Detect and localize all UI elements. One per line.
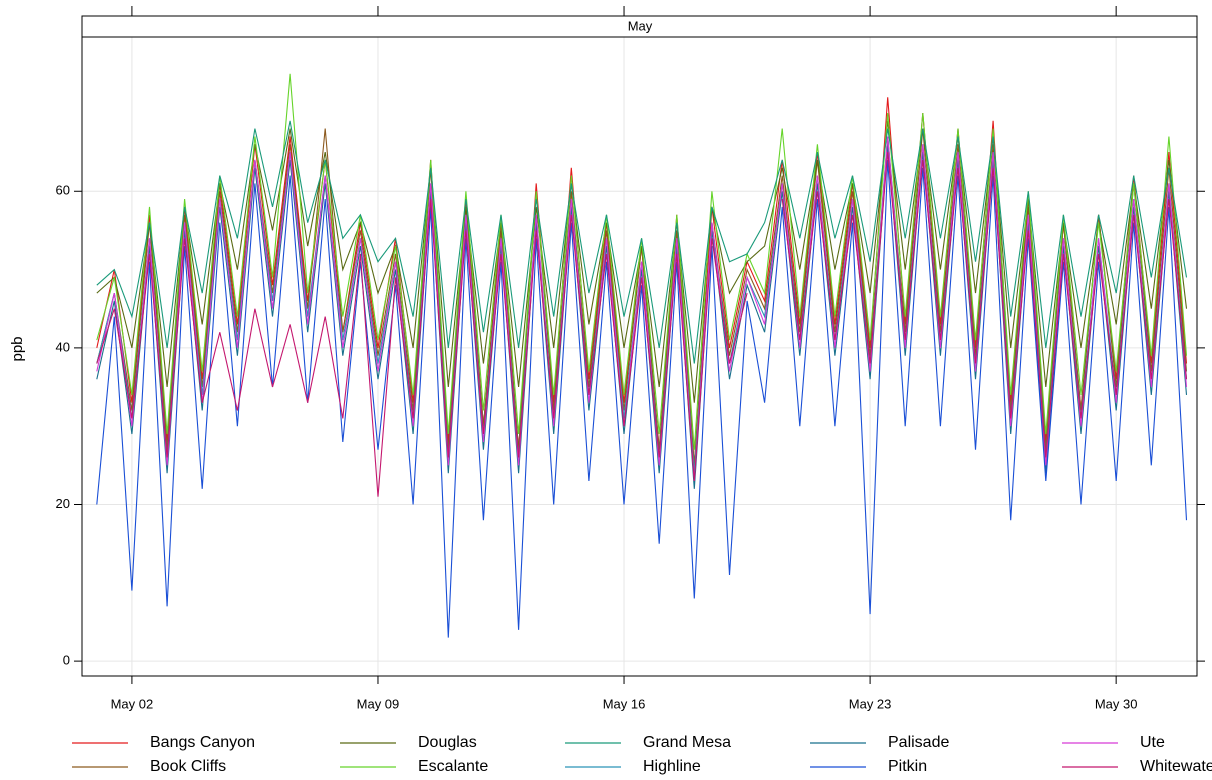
- series-lines: [96, 73, 1188, 638]
- plot-frame: [81, 36, 1198, 677]
- legend-label: Palisade: [888, 734, 949, 751]
- legend-label: Pitkin: [888, 758, 927, 775]
- series-line: [96, 159, 1188, 638]
- series-line: [96, 120, 1188, 403]
- legend-label: Highline: [643, 758, 701, 775]
- y-axis-label: ppb: [9, 336, 26, 361]
- series-line: [781, 152, 1188, 458]
- x-tick-label: May 30: [1095, 696, 1138, 711]
- series-line: [96, 120, 1188, 364]
- legend-label: Book Cliffs: [150, 758, 226, 775]
- legend-label: Bangs Canyon: [150, 734, 255, 751]
- x-tick-label: May 09: [357, 696, 400, 711]
- x-tick-label: May 02: [111, 696, 154, 711]
- y-tick-label: 60: [56, 183, 70, 198]
- legend-label: Escalante: [418, 758, 488, 775]
- strip-label: May: [628, 18, 653, 33]
- y-tick-label: 40: [56, 339, 70, 354]
- y-tick-label: 20: [56, 496, 70, 511]
- grid: [82, 37, 1197, 676]
- y-tick-label: 0: [63, 653, 70, 668]
- legend-label: Grand Mesa: [643, 734, 731, 751]
- x-tick-label: May 23: [849, 696, 892, 711]
- legend-label: Whitewater: [1140, 758, 1212, 775]
- x-tick-label: May 16: [603, 696, 646, 711]
- legend-label: Douglas: [418, 734, 477, 751]
- series-line: [96, 199, 748, 497]
- legend-label: Ute: [1140, 734, 1165, 751]
